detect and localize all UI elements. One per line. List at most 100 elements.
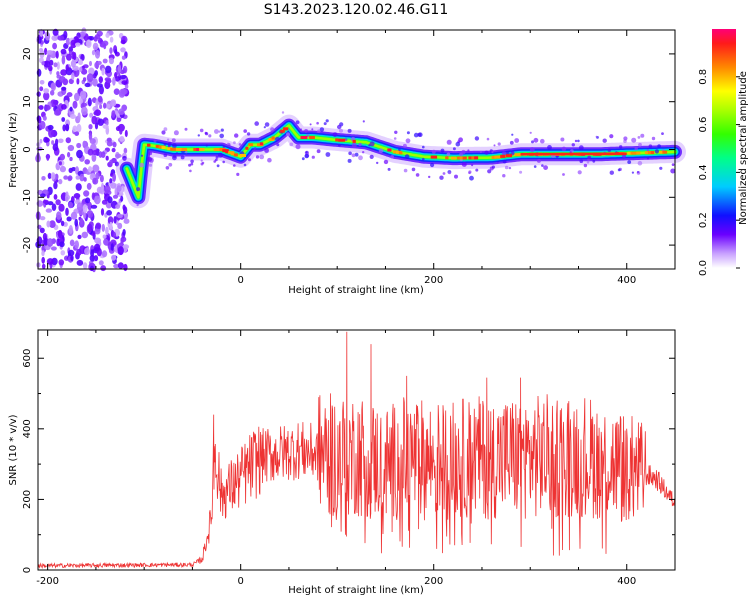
- y-tick-label: 20: [22, 48, 33, 61]
- ridge-speckle: [218, 130, 221, 133]
- ridge-speckle: [533, 137, 539, 143]
- ridge-speckle: [529, 131, 532, 134]
- noise-speckle: [89, 254, 96, 262]
- noise-speckle: [94, 34, 101, 40]
- noise-speckle: [122, 155, 127, 161]
- ridge-speckle: [153, 139, 157, 143]
- ridge-speckle: [634, 146, 638, 151]
- noise-speckle: [49, 220, 56, 229]
- ridge-speckle: [387, 167, 391, 171]
- y-tick-label: 400: [22, 419, 33, 438]
- noise-speckle: [118, 108, 125, 115]
- noise-speckle: [61, 86, 67, 91]
- ridge-speckle: [474, 136, 480, 141]
- spectrogram-panel: -200 0 200 400 -20 -10 0 10 20 Height of straigh…: [8, 27, 686, 296]
- noise-speckle: [50, 99, 57, 108]
- noise-speckle: [110, 100, 117, 107]
- noise-speckle: [69, 106, 73, 112]
- noise-speckle: [36, 146, 43, 151]
- noise-speckle: [97, 95, 103, 103]
- noise-speckle: [90, 265, 94, 271]
- noise-speckle: [74, 131, 80, 137]
- ridge-speckle: [491, 165, 495, 169]
- ridge-speckle: [325, 119, 329, 123]
- ridge-speckle: [411, 167, 416, 172]
- noise-speckle: [85, 197, 91, 204]
- ridge-speckle: [295, 144, 301, 150]
- noise-speckle: [109, 47, 113, 54]
- noise-speckle: [83, 177, 87, 182]
- noise-speckle: [92, 78, 98, 87]
- noise-speckle: [120, 195, 124, 202]
- spectrogram-xlabel: Height of straight line (km): [288, 285, 424, 296]
- ridge-speckle: [508, 166, 512, 170]
- colorbar-ticks: 0.0 0.2 0.4 0.6 0.8: [698, 69, 740, 276]
- noise-speckle: [106, 79, 112, 84]
- ridge-speckle: [422, 145, 425, 149]
- ridge-speckle: [275, 136, 280, 142]
- noise-speckle: [87, 97, 92, 107]
- noise-speckle: [39, 86, 44, 92]
- noise-speckle: [112, 173, 116, 182]
- noise-speckle: [43, 237, 49, 246]
- ridge-speckle: [214, 129, 219, 134]
- noise-speckle: [53, 62, 58, 68]
- noise-speckle: [95, 172, 100, 180]
- noise-speckle: [95, 222, 102, 230]
- noise-speckle: [74, 240, 79, 249]
- ridge-speckle: [339, 128, 343, 133]
- ridge-speckle: [243, 163, 247, 167]
- noise-speckle: [99, 174, 104, 183]
- ridge-peak: [199, 148, 205, 151]
- noise-speckle: [68, 167, 73, 173]
- ridge-speckle: [351, 153, 356, 158]
- noise-speckle: [88, 166, 93, 173]
- noise-speckle: [79, 90, 87, 100]
- noise-speckle: [39, 216, 46, 221]
- noise-speckle: [50, 90, 55, 96]
- ridge-peak: [335, 138, 339, 142]
- ridge-speckle: [163, 127, 168, 132]
- ridge-speckle: [281, 111, 285, 114]
- ridge-speckle: [161, 130, 166, 135]
- ridge-peak: [445, 156, 449, 160]
- ridge-peak: [259, 142, 264, 146]
- noise-speckle: [43, 88, 50, 94]
- noise-speckle: [103, 185, 111, 194]
- ridge-speckle: [233, 141, 236, 145]
- noise-speckle: [41, 176, 46, 181]
- ridge-speckle: [317, 129, 321, 133]
- ridge-speckle: [631, 137, 637, 143]
- noise-speckle: [58, 203, 65, 212]
- snr-xlabel: Height of straight line (km): [288, 585, 424, 596]
- noise-speckle: [75, 183, 82, 191]
- noise-speckle: [41, 256, 45, 264]
- x-tick-label: 200: [424, 275, 443, 286]
- noise-speckle: [51, 35, 58, 41]
- noise-speckle: [66, 216, 72, 222]
- noise-speckle: [123, 263, 128, 272]
- noise-speckle: [103, 43, 107, 50]
- noise-speckle: [86, 73, 94, 82]
- noise-speckle: [92, 177, 99, 185]
- ridge-peak: [659, 150, 664, 154]
- ridge-peak: [627, 151, 632, 155]
- ridge-peak: [396, 150, 402, 154]
- noise-speckle: [89, 112, 94, 118]
- noise-speckle: [112, 231, 117, 239]
- noise-speckle: [76, 202, 83, 211]
- ridge-speckle: [484, 150, 489, 155]
- ridge-peak: [474, 156, 479, 160]
- noise-speckle: [48, 65, 53, 72]
- noise-speckle: [57, 35, 65, 41]
- ridge-speckle: [428, 175, 431, 179]
- noise-speckle: [60, 48, 67, 55]
- ridge-speckle: [347, 158, 352, 163]
- noise-speckle: [53, 181, 58, 190]
- noise-speckle: [68, 46, 73, 53]
- ridge-speckle: [637, 136, 641, 139]
- noise-speckle: [52, 143, 59, 152]
- ridge-speckle: [167, 142, 172, 147]
- noise-speckle: [116, 213, 123, 219]
